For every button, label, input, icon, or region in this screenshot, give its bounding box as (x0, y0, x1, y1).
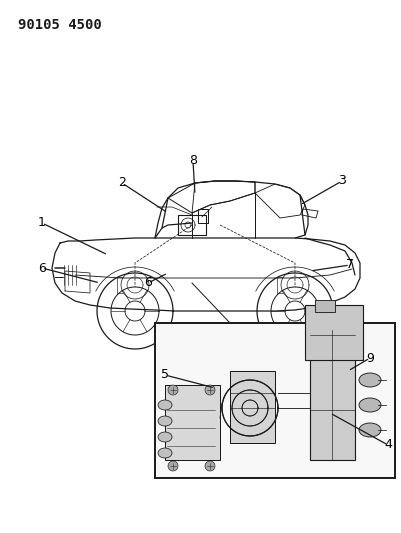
Text: 6: 6 (144, 277, 152, 289)
Bar (229, 371, 274, 443)
Bar (198, 209, 207, 223)
Ellipse shape (158, 448, 172, 458)
Text: 6: 6 (38, 262, 46, 274)
Ellipse shape (158, 432, 172, 442)
Text: 8: 8 (188, 155, 196, 167)
Bar (309, 330, 354, 460)
Text: 90105 4500: 90105 4500 (18, 18, 101, 32)
Text: 9: 9 (365, 351, 373, 365)
Circle shape (205, 385, 215, 395)
Ellipse shape (358, 398, 380, 412)
Text: 5: 5 (160, 368, 168, 382)
Bar (314, 300, 334, 312)
Text: 2: 2 (118, 176, 126, 190)
Circle shape (168, 385, 178, 395)
Circle shape (205, 461, 215, 471)
Ellipse shape (158, 400, 172, 410)
Bar (155, 323, 394, 478)
Ellipse shape (358, 423, 380, 437)
Text: 4: 4 (383, 439, 391, 451)
Bar (164, 385, 219, 460)
Bar (304, 305, 362, 360)
Bar (178, 215, 205, 235)
Text: 1: 1 (38, 216, 46, 230)
Ellipse shape (358, 373, 380, 387)
Text: 3: 3 (337, 174, 345, 188)
Circle shape (168, 461, 178, 471)
Text: 7: 7 (345, 259, 353, 271)
Ellipse shape (158, 416, 172, 426)
